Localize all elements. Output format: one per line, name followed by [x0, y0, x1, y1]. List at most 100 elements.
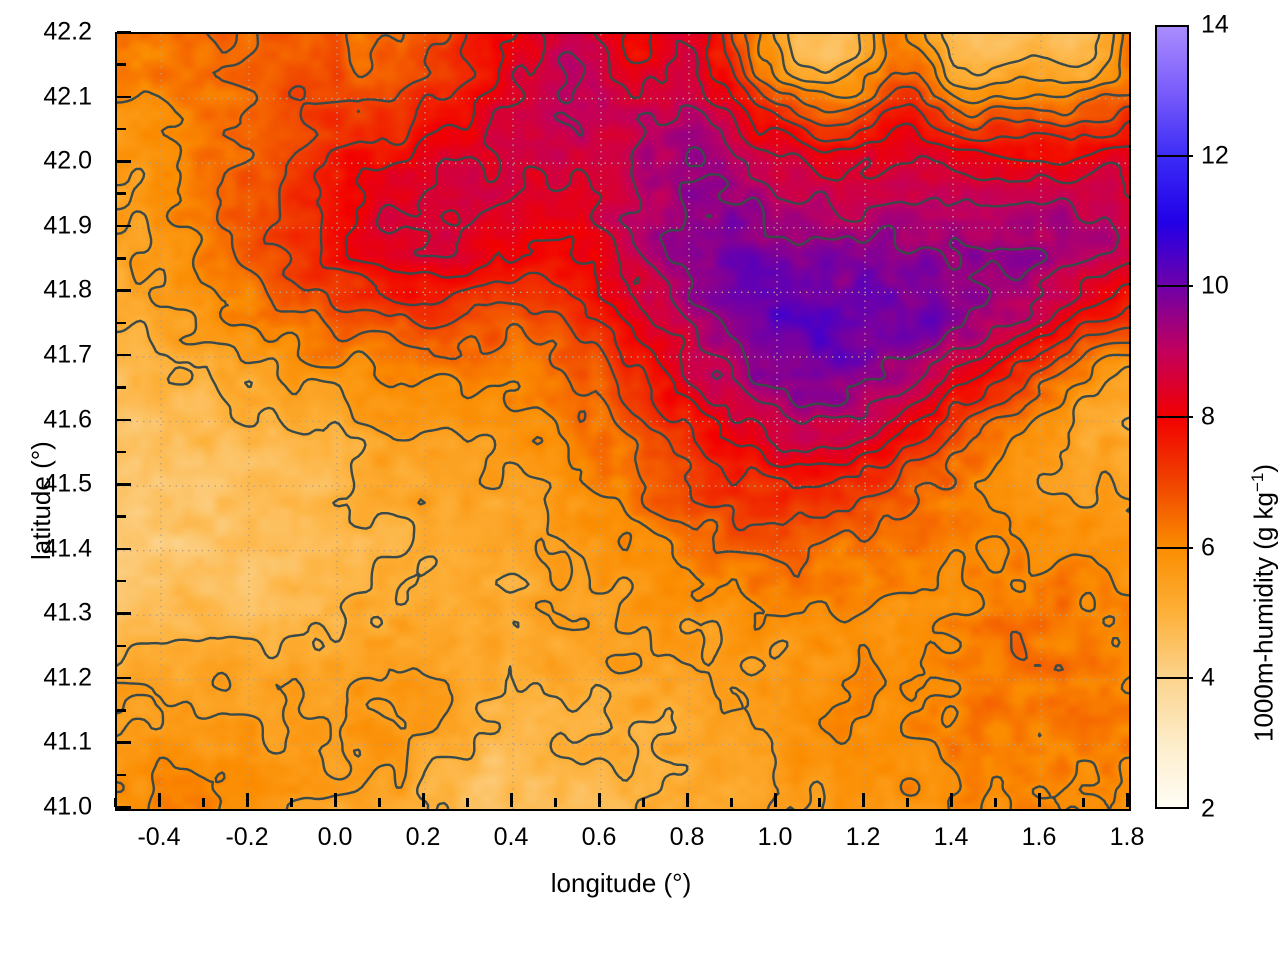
- colorbar-tick-label-4: 6: [1201, 533, 1215, 562]
- y-tick-label-0: 41.0: [43, 792, 92, 821]
- x-tick-major-9: [950, 793, 953, 807]
- y-tick-minor-1: [117, 709, 126, 712]
- y-tick-label-7: 41.7: [43, 340, 92, 369]
- y-tick-minor-0: [117, 773, 126, 777]
- contour-level-7.5: [313, 34, 1129, 490]
- y-tick-major-0: [117, 806, 131, 809]
- colorbar-title-tail: ): [1248, 463, 1279, 473]
- x-tick-minor-0: [114, 798, 117, 807]
- x-tick-minor-3: [378, 798, 381, 807]
- y-tick-major-11: [117, 95, 131, 99]
- colorbar-title-main: 1000m-humidity (g kg: [1248, 492, 1279, 742]
- x-tick-label-1: -0.2: [225, 823, 269, 851]
- contour-level-5.5: [117, 34, 1129, 809]
- y-tick-label-11: 42.1: [43, 82, 92, 111]
- x-axis-title: longitude (°): [550, 868, 692, 898]
- y-tick-major-8: [117, 289, 131, 292]
- colorbar-tick-4: [1155, 546, 1193, 549]
- colorbar-tick-2: [1155, 285, 1193, 288]
- colorbar-tick-label-1: 12: [1201, 141, 1229, 170]
- contour-level-8: [344, 34, 1129, 469]
- y-axis-title: latitude (°): [26, 441, 56, 560]
- y-tick-label-2: 41.2: [43, 663, 92, 692]
- x-tick-major-11: [1126, 793, 1129, 807]
- y-tick-label-12: 42.2: [43, 17, 92, 46]
- x-tick-major-8: [862, 793, 865, 807]
- y-tick-label-4: 41.4: [43, 534, 92, 563]
- colorbar-tick-label-5: 4: [1201, 663, 1215, 692]
- x-tick-label-9: 1.4: [933, 823, 969, 851]
- y-tick-minor-4: [117, 515, 126, 518]
- y-tick-major-6: [117, 418, 131, 421]
- x-tick-label-4: 0.4: [493, 823, 529, 851]
- y-tick-label-1: 41.1: [43, 727, 92, 756]
- y-tick-minor-11: [117, 63, 126, 66]
- x-tick-minor-5: [554, 798, 557, 807]
- x-tick-minor-8: [818, 798, 821, 807]
- y-tick-label-10: 42.0: [43, 146, 92, 175]
- colorbar-tick-label-2: 10: [1201, 271, 1229, 300]
- colorbar-tick-3: [1155, 416, 1193, 418]
- y-tick-minor-6: [117, 386, 126, 389]
- contour-level-9: [553, 50, 1120, 426]
- y-tick-major-1: [117, 741, 131, 744]
- y-tick-label-6: 41.6: [43, 405, 92, 433]
- colorbar-tick-1: [1155, 154, 1193, 157]
- x-tick-major-4: [510, 793, 513, 807]
- colorbar-tick-label-0: 14: [1201, 10, 1229, 39]
- x-tick-label-10: 1.6: [1021, 823, 1057, 851]
- x-tick-major-1: [246, 793, 249, 807]
- colorbar-title-exponent: −1: [1248, 472, 1267, 492]
- x-tick-minor-1: [202, 798, 205, 807]
- y-tick-label-9: 41.9: [43, 211, 92, 240]
- x-tick-label-11: 1.8: [1109, 823, 1145, 851]
- y-tick-major-10: [117, 160, 131, 163]
- x-tick-major-3: [422, 793, 425, 807]
- x-tick-minor-10: [994, 798, 997, 807]
- contour-level-7: [262, 34, 1129, 532]
- contour-level-6.5: [206, 34, 1129, 672]
- y-tick-label-3: 41.3: [43, 598, 92, 627]
- colorbar-tick-label-3: 8: [1201, 402, 1215, 431]
- y-tick-major-7: [117, 353, 131, 357]
- y-tick-minor-7: [117, 321, 126, 325]
- x-tick-major-7: [774, 793, 777, 807]
- contour-level-6: [117, 34, 1129, 809]
- y-tick-major-4: [117, 547, 131, 551]
- contour-level-9.5: [659, 146, 1048, 409]
- y-tick-minor-5: [117, 450, 126, 454]
- x-tick-label-3: 0.2: [405, 823, 441, 851]
- x-tick-major-10: [1038, 793, 1041, 807]
- y-tick-major-5: [117, 483, 131, 486]
- x-tick-label-0: -0.4: [137, 823, 181, 851]
- y-tick-minor-9: [117, 192, 126, 195]
- contour-lines: [117, 34, 1129, 809]
- y-tick-major-12: [117, 31, 131, 34]
- x-tick-minor-9: [906, 798, 909, 807]
- colorbar-title: 1000m-humidity (g kg−1): [1248, 464, 1280, 742]
- y-tick-minor-10: [117, 127, 126, 131]
- x-tick-major-0: [158, 793, 161, 807]
- y-tick-major-3: [117, 612, 131, 615]
- x-tick-minor-6: [642, 798, 645, 807]
- y-tick-minor-2: [117, 644, 126, 648]
- x-tick-label-2: 0.0: [317, 823, 353, 851]
- contour-level-8.5: [375, 34, 1129, 454]
- x-tick-major-6: [686, 793, 689, 807]
- y-tick-minor-3: [117, 579, 126, 583]
- x-tick-minor-4: [466, 798, 469, 807]
- heatmap-plot-area[interactable]: [115, 32, 1131, 811]
- x-tick-minor-7: [730, 798, 733, 807]
- y-tick-label-8: 41.8: [43, 275, 92, 304]
- y-tick-major-9: [117, 224, 131, 228]
- x-tick-major-5: [598, 793, 601, 807]
- humidity-heatmap-canvas: [117, 34, 1129, 809]
- x-tick-major-2: [334, 793, 337, 807]
- x-tick-label-8: 1.2: [845, 823, 881, 851]
- x-tick-minor-2: [290, 798, 293, 807]
- colorbar-tick-label-6: 2: [1201, 794, 1215, 823]
- x-tick-label-7: 1.0: [757, 823, 793, 851]
- x-tick-minor-11: [1082, 798, 1085, 807]
- y-tick-minor-8: [117, 257, 126, 260]
